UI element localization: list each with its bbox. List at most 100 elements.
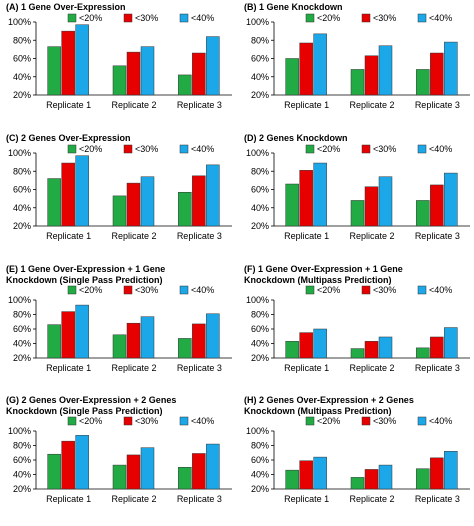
x-category-label: Replicate 3	[415, 494, 460, 504]
bar	[47, 453, 61, 490]
bar	[313, 33, 327, 96]
bar	[364, 186, 379, 227]
y-tick-label: 60%	[13, 54, 31, 64]
bar	[75, 155, 89, 227]
chart-panel-f: (F) 1 Gene Over-Expression + 1 GeneKnock…	[244, 264, 470, 373]
y-tick-label: 20%	[13, 484, 31, 494]
y-tick-label: 100%	[246, 17, 269, 27]
y-tick-label: 100%	[246, 295, 269, 305]
legend-swatch	[361, 144, 371, 154]
x-category-label: Replicate 2	[111, 363, 156, 373]
y-tick-label: 40%	[13, 339, 31, 349]
chart-title-line: Knockdown (Single Pass Prediction)	[6, 275, 163, 285]
y-tick-label: 100%	[8, 17, 31, 27]
legend-label: <30%	[135, 13, 158, 23]
y-tick-label: 100%	[246, 426, 269, 436]
legend-label: <20%	[317, 13, 340, 23]
x-category-label: Replicate 3	[415, 231, 460, 241]
legend-label: <40%	[429, 285, 452, 295]
bar	[206, 443, 220, 490]
chart-title-line: (F) 1 Gene Over-Expression + 1 Gene	[244, 264, 403, 274]
bar	[285, 341, 299, 359]
bar	[416, 200, 430, 227]
chart-title-line: (C) 2 Genes Over-Expression	[6, 133, 131, 143]
bar	[364, 341, 379, 359]
bar	[285, 183, 299, 227]
chart-title-line: (G) 2 Genes Over-Expression + 2 Genes	[6, 395, 176, 405]
bar	[206, 36, 220, 96]
y-tick-label: 80%	[251, 35, 269, 45]
bar	[126, 322, 141, 359]
y-tick-label: 60%	[13, 455, 31, 465]
y-tick-label: 60%	[251, 455, 269, 465]
bar	[126, 454, 141, 490]
x-category-label: Replicate 3	[177, 363, 222, 373]
chart-title-line: Knockdown (Multipass Prediction)	[244, 406, 392, 416]
chart-panel-e: (E) 1 Gene Over-Expression + 1 GeneKnock…	[6, 264, 232, 373]
y-tick-label: 80%	[13, 310, 31, 320]
bar	[126, 182, 141, 227]
x-category-label: Replicate 1	[284, 100, 329, 110]
y-tick-label: 80%	[13, 35, 31, 45]
legend-swatch	[123, 144, 133, 154]
y-tick-label: 60%	[251, 54, 269, 64]
legend-label: <20%	[79, 285, 102, 295]
legend-label: <20%	[317, 416, 340, 426]
chart-title-line: (B) 1 Gene Knockdown	[244, 2, 343, 12]
chart-panel-b: (B) 1 Gene Knockdown<20% <30% <40% 20% 40% 60…	[244, 2, 470, 110]
bar	[299, 42, 313, 96]
bar	[178, 191, 192, 227]
legend-swatch	[179, 13, 189, 23]
y-tick-label: 40%	[13, 72, 31, 82]
chart-panel-h: (H) 2 Genes Over-Expression + 2 GenesKno…	[244, 395, 470, 504]
bar	[350, 200, 365, 227]
legend-swatch	[67, 416, 77, 426]
legend-label: <30%	[135, 144, 158, 154]
legend-swatch	[179, 416, 189, 426]
bar	[313, 456, 327, 490]
bar	[444, 451, 458, 490]
bar	[444, 172, 458, 227]
legend-swatch	[305, 144, 315, 154]
bar	[47, 324, 61, 359]
legend-label: <30%	[373, 144, 396, 154]
bar	[313, 328, 327, 359]
bar	[75, 24, 89, 96]
y-tick-label: 20%	[251, 221, 269, 231]
chart-title-line: Knockdown (Single Pass Prediction)	[6, 406, 163, 416]
legend-swatch	[67, 285, 77, 295]
legend-swatch	[417, 285, 427, 295]
bar	[126, 51, 141, 96]
legend-swatch	[67, 144, 77, 154]
y-tick-label: 20%	[13, 353, 31, 363]
x-category-label: Replicate 1	[284, 363, 329, 373]
legend-swatch	[67, 13, 77, 23]
y-tick-label: 20%	[251, 90, 269, 100]
y-tick-label: 40%	[251, 72, 269, 82]
x-category-label: Replicate 1	[284, 494, 329, 504]
chart-panel-c: (C) 2 Genes Over-Expression<20% <30% <40% 2…	[6, 133, 232, 241]
chart-title-line: (E) 1 Gene Over-Expression + 1 Gene	[6, 264, 165, 274]
bar	[206, 164, 220, 227]
y-tick-label: 100%	[8, 295, 31, 305]
bar	[47, 178, 61, 227]
legend-label: <40%	[429, 416, 452, 426]
bar	[192, 52, 206, 96]
y-tick-label: 80%	[251, 310, 269, 320]
x-category-label: Replicate 1	[46, 363, 91, 373]
y-tick-label: 40%	[13, 470, 31, 480]
bar	[416, 69, 430, 96]
legend-label: <30%	[373, 285, 396, 295]
x-category-label: Replicate 3	[415, 100, 460, 110]
bar	[178, 338, 192, 359]
legend-label: <30%	[135, 285, 158, 295]
bar	[350, 477, 365, 490]
y-tick-label: 60%	[251, 324, 269, 334]
legend-swatch	[123, 416, 133, 426]
chart-title-line: Knockdown (Multipass Prediction)	[244, 275, 392, 285]
bar	[178, 467, 192, 490]
legend-label: <40%	[191, 285, 214, 295]
x-category-label: Replicate 3	[177, 231, 222, 241]
legend-label: <40%	[191, 416, 214, 426]
